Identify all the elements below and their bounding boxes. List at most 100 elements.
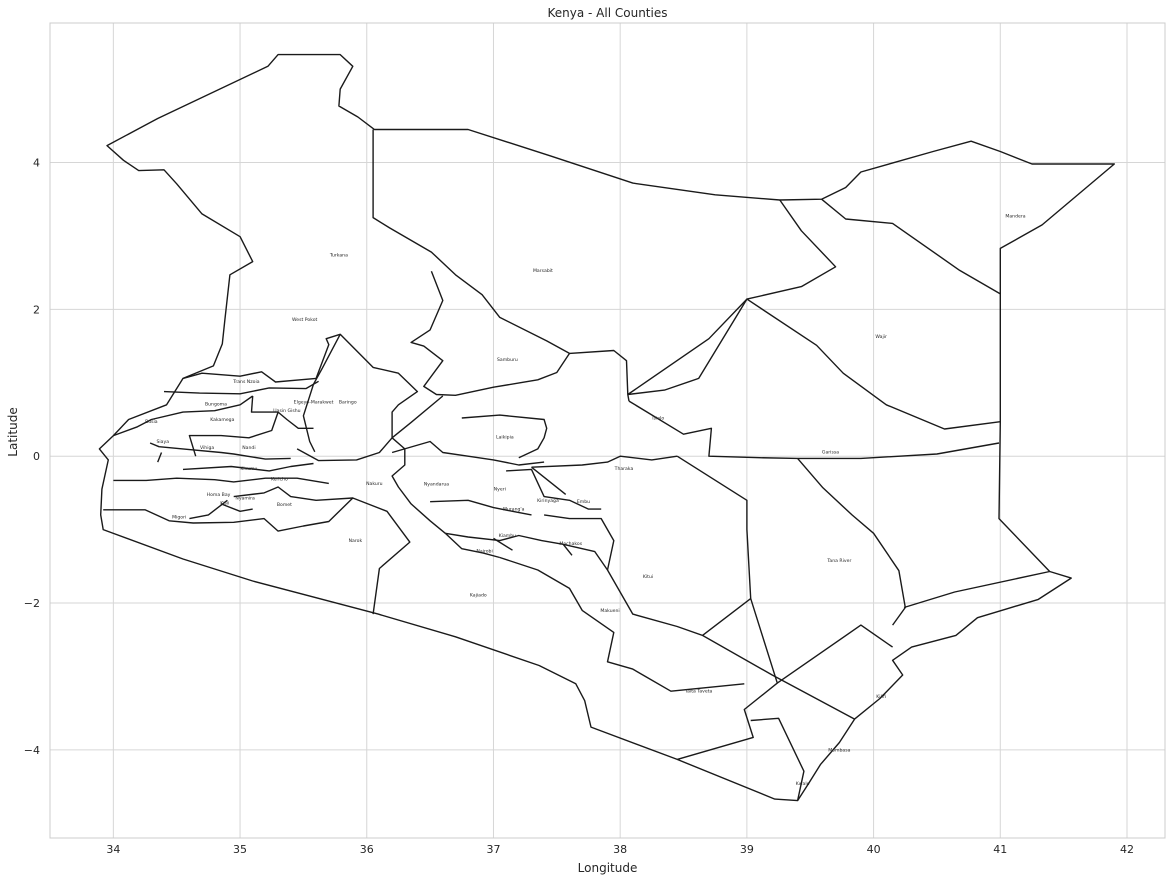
county-label: Wajir [875,334,887,340]
county-boundary [430,499,532,516]
y-axis-ticks: −4 −2 0 2 4 [24,157,40,757]
county-label: Nyamira [235,496,255,502]
county-boundary [149,442,291,460]
county-label: Narok [349,538,363,544]
county-boundary [444,532,500,559]
county-boundary [182,333,419,438]
county-boundary [163,380,319,395]
county-boundary [157,452,163,463]
y-axis-label: Latitude [6,407,20,456]
county-label: Uasin Gishu [273,408,300,414]
county-label: Kajiado [470,592,487,598]
county-label: Nairobi [476,548,492,554]
county-label: Kwale [796,781,810,787]
county-boundary [277,411,314,429]
county-boundary [372,129,630,402]
county-boundary [113,395,254,437]
county-label: Kitui [643,574,653,580]
county-label: Kakamega [210,417,234,423]
country-outline [98,53,1115,802]
county-label: Baringo [339,399,357,405]
county-boundary [493,537,513,551]
county-boundary [677,598,778,761]
county-boundary [188,411,279,457]
county-boundary [302,333,341,453]
county-label: Vihiga [200,445,214,451]
county-label: Makueni [600,608,619,614]
county-boundary [391,440,545,466]
county-boundary [233,486,353,501]
y-tick-label: 0 [33,450,40,463]
x-tick-label: 41 [993,843,1007,856]
county-boundary [627,298,748,396]
x-tick-label: 42 [1120,843,1134,856]
county-boundary [113,477,329,485]
county-boundary [182,462,314,472]
county-label: Nyeri [494,487,506,493]
county-boundary [461,414,548,459]
county-label: Bomet [277,502,292,508]
y-tick-label: −2 [24,597,40,610]
county-label: Nakuru [366,481,383,487]
plot-frame [49,22,1166,839]
county-boundary [563,543,703,637]
x-tick-label: 36 [360,843,374,856]
county-label: Mandera [1005,214,1025,220]
county-boundary [410,270,571,396]
county-label: Isiolo [652,416,664,422]
county-label: Kisumu [240,466,257,472]
county-label: Kilifi [876,694,886,700]
county-boundary [531,455,678,468]
county-boundary [391,437,446,534]
county-label: Kericho [271,476,288,482]
county-label: Busia [145,419,158,425]
county-label: Embu [577,499,590,505]
county-boundary [220,503,253,512]
county-boundary [531,466,567,495]
county-boundary [750,717,805,801]
county-label: Bungoma [205,402,227,408]
x-tick-label: 37 [486,843,500,856]
county-label: West Pokot [292,317,317,323]
x-tick-label: 34 [106,843,120,856]
county-label: Nyandarua [424,482,449,488]
chart-title: Kenya - All Counties [548,6,668,20]
county-boundary [746,298,1001,430]
x-axis-ticks: 34 35 36 37 38 39 40 41 42 [106,843,1134,856]
county-label: Kiambu [499,533,516,539]
county-boundary [543,514,615,571]
county-label: Machakos [559,541,582,547]
county-boundary [676,455,855,720]
county-boundary [628,400,1000,460]
county-label: Trans Nzoia [232,379,260,385]
county-label: Tana River [826,558,851,564]
county-label: Murang'a [503,507,525,513]
y-tick-label: −4 [24,744,40,757]
county-label: Kirinyaga [537,498,559,504]
county-label: Homa Bay [207,492,231,498]
county-labels: Turkana Marsabit Mandera Wajir West Pokot Sam… [145,214,1026,788]
grid-lines [50,23,1165,838]
county-boundary [821,198,1001,295]
county-boundary [189,499,228,520]
y-tick-label: 2 [33,303,40,316]
x-axis-label: Longitude [578,861,638,875]
county-label: Samburu [497,357,518,363]
x-tick-label: 35 [233,843,247,856]
county-boundary [903,570,1050,609]
county-boundary [776,624,893,684]
county-label: Mombasa [828,747,850,753]
county-label: Marsabit [533,268,553,274]
county-label: Laikipia [496,435,514,441]
county-boundary [250,395,279,413]
county-label: Nandi [242,445,255,451]
county-boundary [103,497,411,615]
county-label: Garissa [822,449,839,455]
x-tick-label: 39 [740,843,754,856]
county-label: Tharaka [614,466,634,472]
y-tick-label: 4 [33,157,40,170]
county-label: Kisii [220,501,229,507]
county-boundary [797,457,906,626]
county-boundary [627,199,837,396]
